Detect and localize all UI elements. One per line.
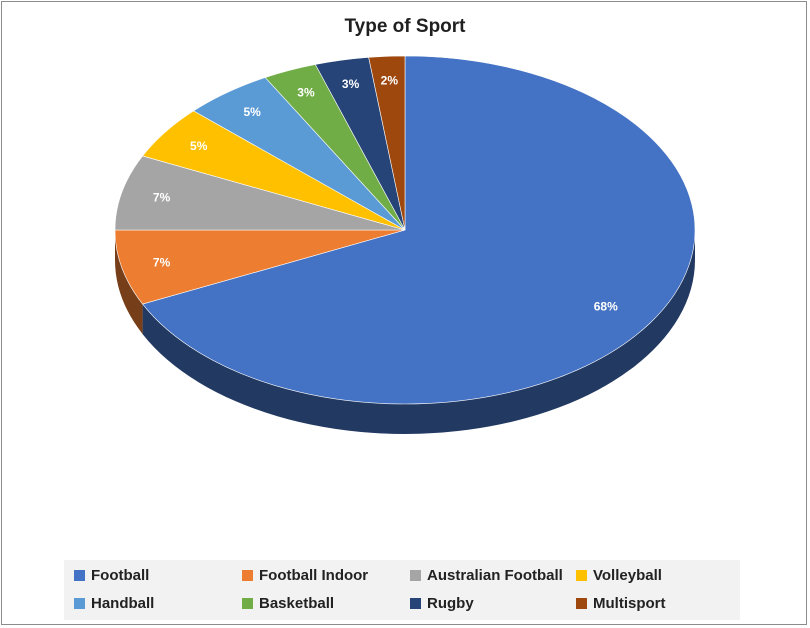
data-label: 7% [153,190,171,204]
legend-label: Handball [91,594,155,612]
slice-australian-football [114,155,406,231]
legend-swatch [410,569,421,581]
legend-swatch [74,569,85,581]
legend: Football Football Indoor Australian Footba… [64,560,740,620]
slice-multisport [368,55,406,231]
legend-label: Australian Football [427,566,563,584]
slice-side-football [142,230,695,434]
legend-swatch [242,569,253,581]
chart-title: Type of Sport [344,16,466,37]
legend-item: Australian Football [410,565,563,585]
legend-item: Rugby [410,593,474,613]
slice-football-indoor [114,229,406,305]
data-label: 3% [342,77,360,91]
legend-label: Football Indoor [259,566,369,584]
legend-swatch [410,597,421,609]
legend-label: Multisport [593,594,666,612]
legend-swatch [242,597,253,609]
legend-label: Football [91,566,150,584]
data-label: 5% [190,139,208,153]
legend-item: Handball [74,593,154,613]
legend-swatch [576,569,587,581]
data-label: 3% [297,86,315,100]
legend-label: Volleyball [593,566,662,584]
legend-item: Football [74,565,149,585]
data-label: 68% [594,299,618,313]
legend-label: Basketball [259,594,335,612]
slice-football [142,55,696,405]
legend-label: Rugby [427,594,474,612]
data-label: 7% [153,256,171,270]
data-label: 5% [243,105,261,119]
slice-side-football-indoor [115,230,143,335]
legend-item: Multisport [576,593,666,613]
legend-item: Volleyball [576,565,662,585]
legend-swatch [74,597,85,609]
legend-item: Basketball [242,593,334,613]
legend-item: Football Indoor [242,565,368,585]
data-label: 2% [381,74,399,88]
legend-swatch [576,597,587,609]
